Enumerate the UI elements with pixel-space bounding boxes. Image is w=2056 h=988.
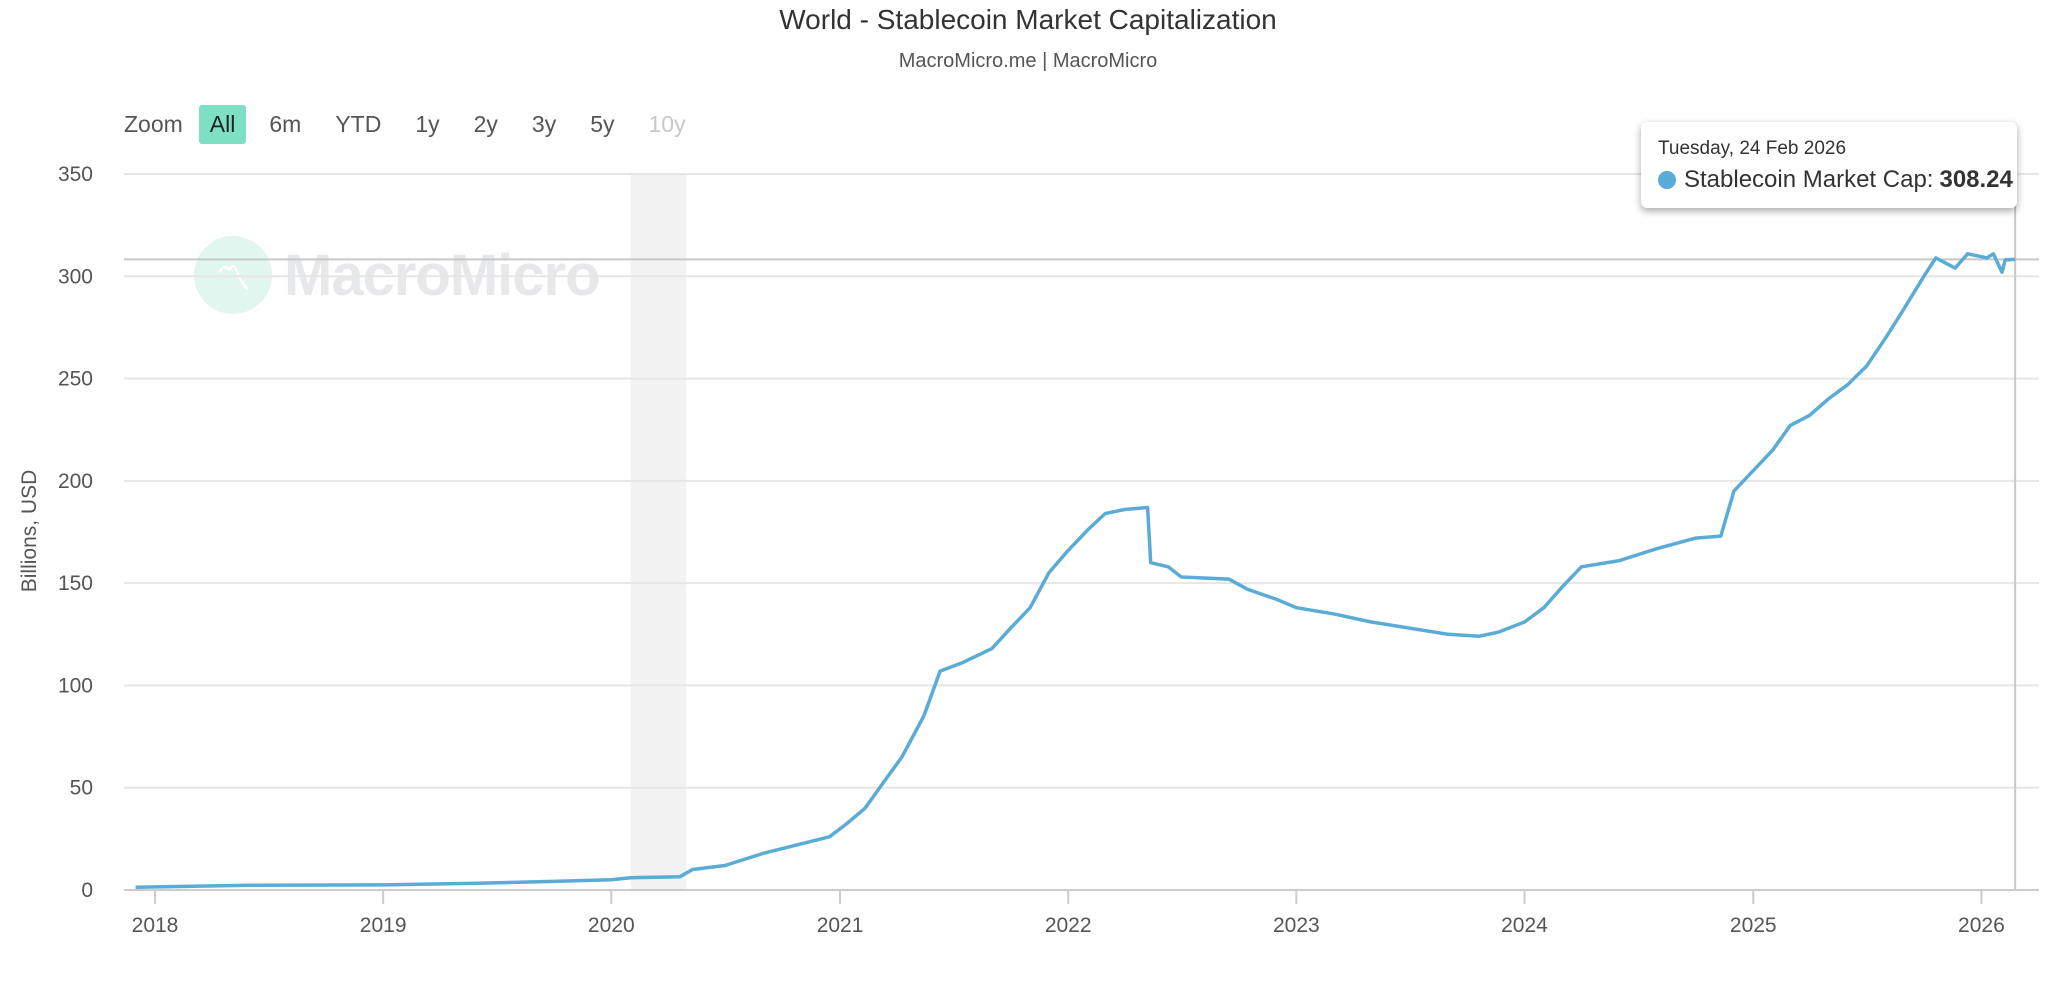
shaded-band [630,174,687,890]
zoom-button-ytd[interactable]: YTD [335,111,382,137]
watermark-logo: 〽 MacroMicro [194,236,601,314]
y-tick-label: 250 [58,368,93,391]
zoom-label: Zoom [124,111,183,137]
y-tick-label: 150 [58,572,93,595]
y-tick-label: 200 [58,470,93,493]
zoom-button-3y[interactable]: 3y [531,111,557,137]
series-line[interactable] [135,252,2016,890]
tooltip-value: 308.24 [1939,166,2013,193]
x-tick-label: 2025 [1730,914,1777,937]
tooltip: Tuesday, 24 Feb 2026 Stablecoin Market C… [1641,122,2017,208]
y-tick-label: 100 [58,674,93,697]
watermark-text: MacroMicro [284,242,601,308]
zoom-button-10y: 10y [648,111,686,137]
x-tick-label: 2021 [817,914,864,937]
x-tick-label: 2022 [1045,914,1092,937]
macromicro-logo-icon: 〽 [194,236,272,314]
tooltip-date: Tuesday, 24 Feb 2026 [1658,138,1847,159]
zoom-selector: Zoom All 6m YTD 1y 2y 3y 5y 10y [124,105,709,144]
zoom-button-6m[interactable]: 6m [269,111,302,137]
zoom-button-2y[interactable]: 2y [473,111,498,137]
y-axis-title: Billions, USD [18,470,41,593]
y-tick-label: 50 [70,777,93,800]
chart-subtitle: MacroMicro.me | MacroMicro [898,50,1158,72]
zoom-button-1y[interactable]: 1y [415,111,440,137]
zoom-button-5y[interactable]: 5y [590,111,615,137]
chart-title: World - Stablecoin Market Capitalization [779,4,1277,35]
series-marker-icon [1658,171,1676,189]
y-tick-label: 350 [58,163,93,186]
x-tick-label: 2026 [1958,914,2005,937]
x-tick-label: 2020 [588,914,635,937]
x-tick-label: 2024 [1501,914,1548,937]
tooltip-series-label: Stablecoin Market Cap: [1684,166,1934,193]
x-tick-label: 2023 [1273,914,1320,937]
y-tick-label: 300 [58,265,93,288]
x-tick-label: 2018 [132,914,179,937]
zoom-button-all[interactable]: All [198,105,247,144]
x-tick-label: 2019 [360,914,407,937]
y-tick-label: 0 [81,879,93,902]
